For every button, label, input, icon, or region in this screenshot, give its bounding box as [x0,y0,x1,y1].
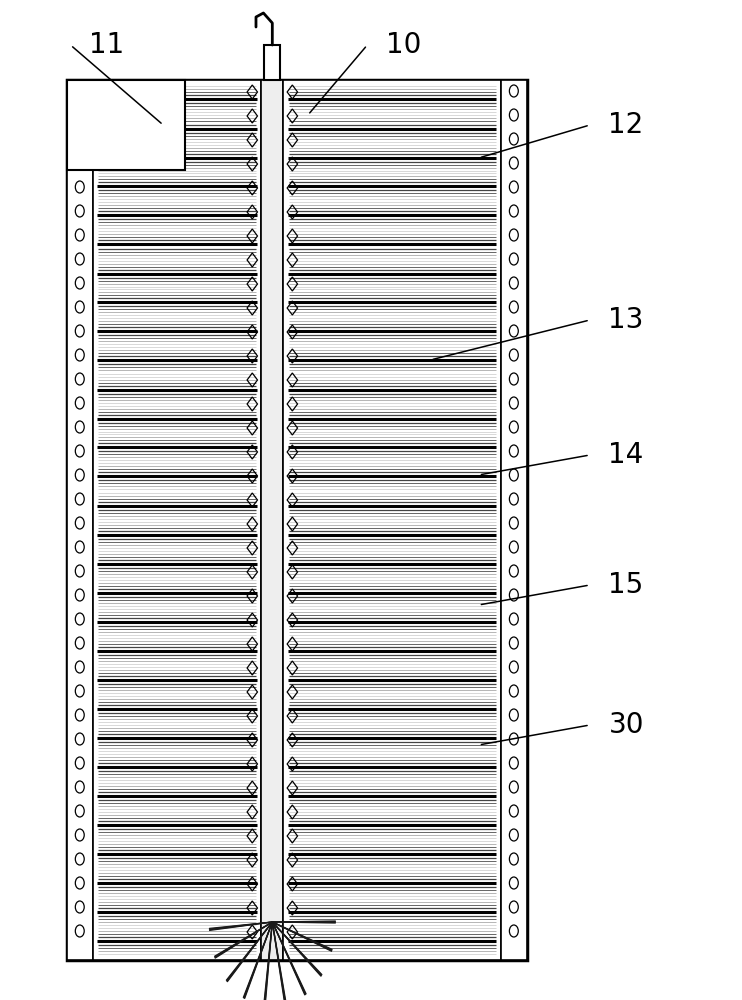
Bar [67,80,527,960]
Text: 10: 10 [386,31,421,59]
Bar [501,80,527,960]
Bar [67,80,186,170]
Text: 11: 11 [89,31,125,59]
Bar [93,80,261,960]
Bar [67,80,93,960]
Bar [261,80,283,960]
Bar [283,80,501,960]
Text: 13: 13 [608,306,644,334]
Text: 14: 14 [608,441,644,469]
Text: 12: 12 [608,111,644,139]
Text: 30: 30 [608,711,644,739]
Bar [264,45,280,80]
Text: 15: 15 [608,571,644,599]
